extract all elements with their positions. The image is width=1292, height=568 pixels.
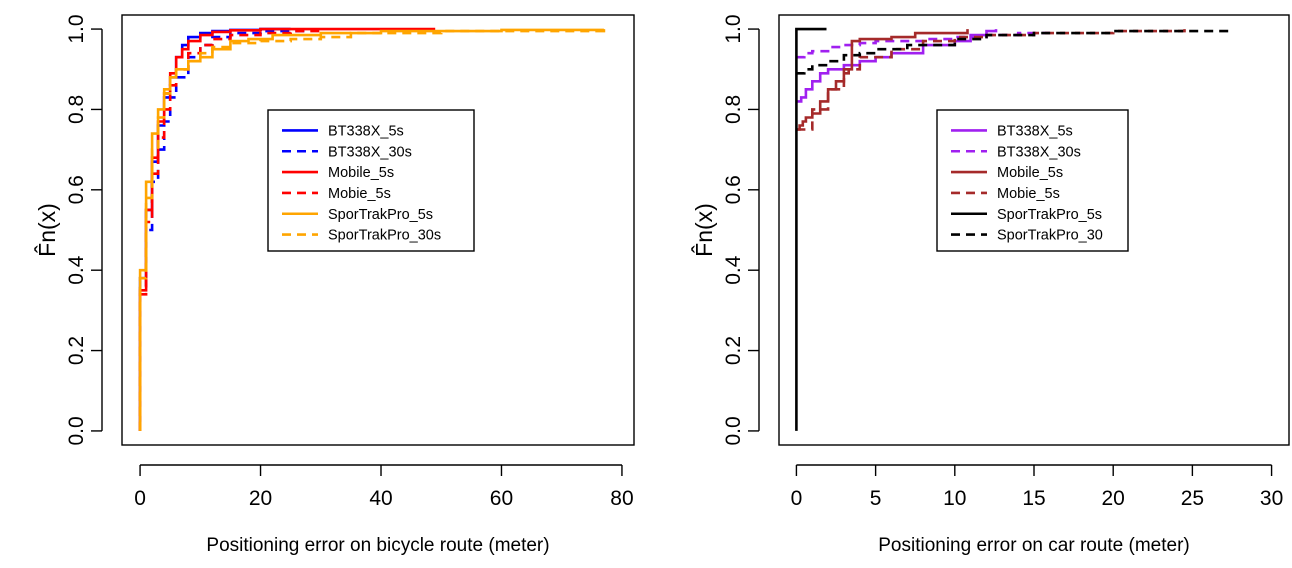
legend-label: SporTrakPro_30s <box>328 228 441 244</box>
series-line-sportrakpro-30s <box>138 29 606 431</box>
x-tick-label: 0 <box>134 487 146 510</box>
x-tick-label: 5 <box>870 487 882 510</box>
legend-label: BT338X_30s <box>997 144 1081 160</box>
x-tick-label: 80 <box>610 487 633 510</box>
x-tick-label: 20 <box>1102 487 1125 510</box>
y-tick-label: 0.8 <box>65 95 88 124</box>
legend-label: SporTrakPro_5s <box>997 207 1102 223</box>
y-tick-label: 0.2 <box>65 336 88 365</box>
x-axis-label: Positioning error on car route (meter) <box>878 535 1190 556</box>
legend-label: Mobile_5s <box>997 165 1063 181</box>
series-line-mobile-5s <box>796 29 969 131</box>
legend-label: Mobie_5s <box>997 186 1060 202</box>
y-axis-label: F̂n(x) <box>690 203 717 257</box>
y-tick-label: 0.0 <box>65 416 88 445</box>
x-tick-label: 10 <box>943 487 966 510</box>
plot-frame <box>121 14 635 446</box>
y-tick-label: 1.0 <box>722 14 745 43</box>
legend-label: BT338X_5s <box>997 123 1073 139</box>
y-tick-label: 0.6 <box>65 175 88 204</box>
x-axis-label: Positioning error on bicycle route (mete… <box>206 535 549 556</box>
y-axis-label: F̂n(x) <box>33 203 60 257</box>
legend-label: BT338X_5s <box>328 123 404 139</box>
y-tick-label: 0.4 <box>722 255 745 285</box>
legend-label: SporTrakPro_5s <box>328 207 433 223</box>
x-tick-label: 25 <box>1181 487 1204 510</box>
legend: BT338X_5s BT338X_30s Mobile_5s Mobie_5s Spor… <box>267 109 475 252</box>
x-tick-label: 30 <box>1260 487 1283 510</box>
legend-box <box>936 109 1129 252</box>
series-line-sportrakpro-5s <box>795 27 827 431</box>
series-line-sportrakpro-30 <box>796 29 1232 75</box>
y-tick-label: 0.0 <box>722 416 745 445</box>
y-tick-label: 1.0 <box>65 14 88 43</box>
plot-frame <box>778 14 1290 446</box>
y-tick-label: 0.8 <box>722 95 745 124</box>
legend-box <box>267 109 475 252</box>
x-tick-label: 60 <box>490 487 513 510</box>
x-tick-label: 0 <box>791 487 803 510</box>
y-tick-label: 0.2 <box>722 336 745 365</box>
legend-label: Mobie_5s <box>328 186 391 202</box>
x-tick-label: 20 <box>249 487 272 510</box>
legend-label: Mobile_5s <box>328 165 394 181</box>
y-tick-label: 0.4 <box>65 255 88 285</box>
chart-panel-1: 0 20 40 60 80 0.0 0.2 0.4 0.6 0.8 1.0 Positioning e… <box>33 14 635 556</box>
x-tick-label: 40 <box>369 487 392 510</box>
x-tick-label: 15 <box>1022 487 1045 510</box>
chart-panel-2: 0 5 10 15 20 25 30 0.0 0.2 0.4 0.6 0.8 1.0 Positionin… <box>690 14 1290 556</box>
series-line-bt338x-5s <box>796 29 998 103</box>
legend-label: BT338X_30s <box>328 144 412 160</box>
legend-label: SporTrakPro_30 <box>997 228 1103 244</box>
legend: BT338X_5s BT338X_30s Mobile_5s Mobie_5s Spor… <box>936 109 1129 252</box>
y-tick-label: 0.6 <box>722 175 745 204</box>
series-line-bt338x-30s <box>138 29 310 431</box>
